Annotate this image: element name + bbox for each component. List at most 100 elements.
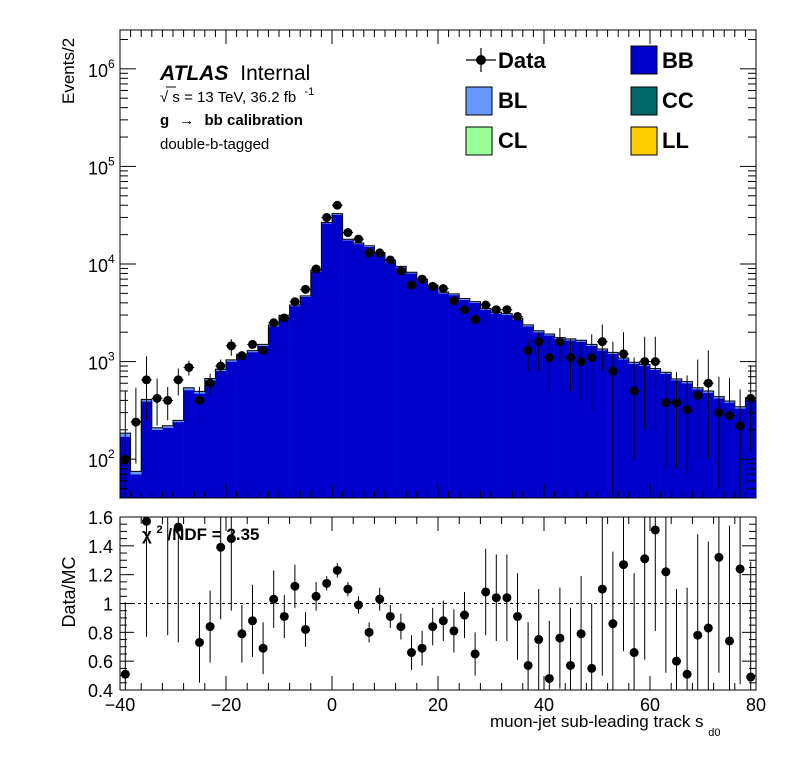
ratio-point (502, 593, 512, 603)
legend-bb-swatch (630, 45, 658, 75)
chi2-label: χ 2 /NDF = 2.35 (142, 518, 260, 544)
mc-bb-bar (215, 371, 227, 498)
legend-data-marker (476, 55, 486, 65)
ratio-point (608, 619, 618, 629)
legend: Data BB BL CC CL LL (465, 45, 694, 156)
ratio-y-tick-label: 1.4 (88, 537, 113, 557)
data-point (173, 375, 183, 385)
mc-bb-bar (321, 223, 333, 498)
chi2-chi: χ (142, 525, 152, 544)
mc-bl-bar (332, 213, 343, 215)
ratio-y-tick-labels: 0.4 0.6 0.8 1 1.2 1.4 1.6 (88, 508, 113, 701)
mc-bb-bar (385, 261, 396, 498)
mc-bb-bar (342, 240, 354, 498)
ratio-point (566, 660, 575, 670)
ratio-point (226, 534, 236, 544)
ratio-point (661, 567, 671, 577)
data-point (449, 296, 459, 306)
data-point (364, 248, 374, 258)
data-point (587, 353, 597, 363)
data-point (322, 212, 332, 222)
ratio-y-tick-label: 1 (103, 595, 113, 615)
data-point (714, 408, 724, 418)
data-point (301, 284, 310, 294)
main-ticks (119, 30, 757, 499)
data-point (407, 280, 416, 290)
mc-bb-bar (469, 302, 481, 498)
data-point (650, 357, 660, 367)
ratio-point (332, 565, 342, 575)
mc-bb-bar (226, 361, 237, 498)
ratio-point (449, 626, 459, 636)
mc-bl-bar (459, 298, 471, 300)
ratio-y-tick-label: 0.4 (88, 681, 113, 701)
main-y-axis-label: Events/2 (59, 38, 78, 104)
ratio-y-tick-label: 1.6 (88, 508, 113, 528)
data-point (725, 411, 734, 421)
ratio-point (544, 673, 554, 683)
ratio-point (587, 663, 597, 673)
mc-bb-bar (257, 345, 269, 498)
legend-cl-swatch (465, 126, 493, 156)
data-point (682, 405, 692, 415)
ratio-point (364, 627, 374, 637)
ratio-point (629, 648, 639, 658)
mc-bl-bar (501, 313, 513, 316)
mc-bb-bar (363, 246, 375, 498)
mc-bb-histogram (120, 214, 757, 498)
data-point (163, 395, 173, 405)
ratio-point (120, 669, 130, 679)
ratio-point (385, 611, 395, 621)
data-point (735, 421, 745, 431)
ratio-point (290, 581, 300, 591)
ratio-y-axis-label: Data/MC (59, 556, 79, 627)
mc-bb-bar (289, 306, 301, 498)
x-axis-label-sub: d0 (708, 727, 720, 739)
mc-bl-bar (162, 425, 174, 428)
mc-bb-bar (586, 345, 598, 498)
ratio-point (597, 584, 607, 594)
data-point (672, 398, 681, 408)
mc-bb-bar (448, 295, 460, 498)
data-point (491, 305, 501, 315)
ratio-frame (119, 516, 757, 691)
data-point (502, 305, 512, 315)
mc-bl-bar (522, 324, 534, 327)
data-point (417, 274, 427, 284)
legend-entry-cl: CL (465, 126, 527, 156)
mc-bb-bar (300, 296, 312, 498)
mc-bb-bar (268, 326, 280, 498)
mc-bl-bar (575, 340, 587, 342)
data-points (120, 200, 756, 498)
ratio-point (693, 630, 703, 640)
data-point (396, 266, 406, 276)
ratio-point (438, 616, 448, 626)
data-point (131, 417, 141, 427)
ratio-point (491, 593, 501, 603)
ratio-point (534, 635, 544, 645)
ratio-points (120, 516, 756, 690)
data-point (460, 305, 469, 315)
data-point (195, 395, 204, 405)
mc-bb-bar (597, 350, 608, 498)
main-y-tick-label: 102 (88, 447, 115, 471)
ratio-x-tick-labels: −40 −20 0 20 40 60 80 (105, 695, 766, 715)
ratio-point (725, 636, 734, 646)
chi2-rest: /NDF = 2.35 (167, 525, 259, 544)
ratio-point (407, 648, 416, 658)
data-point (629, 386, 639, 396)
ratio-x-tick-label: −20 (211, 695, 242, 715)
ratio-x-tick-label: 80 (746, 695, 766, 715)
ratio-point (428, 622, 438, 632)
ratio-point (173, 522, 183, 532)
mc-bl-bar (342, 239, 354, 241)
data-point (258, 345, 268, 355)
data-point (481, 300, 491, 310)
ratio-y-tick-label: 0.8 (88, 623, 113, 643)
tick-exponent: 3 (108, 350, 115, 364)
ratio-y-tick-label: 1.2 (88, 566, 113, 586)
legend-bl-swatch (465, 86, 493, 116)
mc-bl-bar (183, 387, 195, 391)
